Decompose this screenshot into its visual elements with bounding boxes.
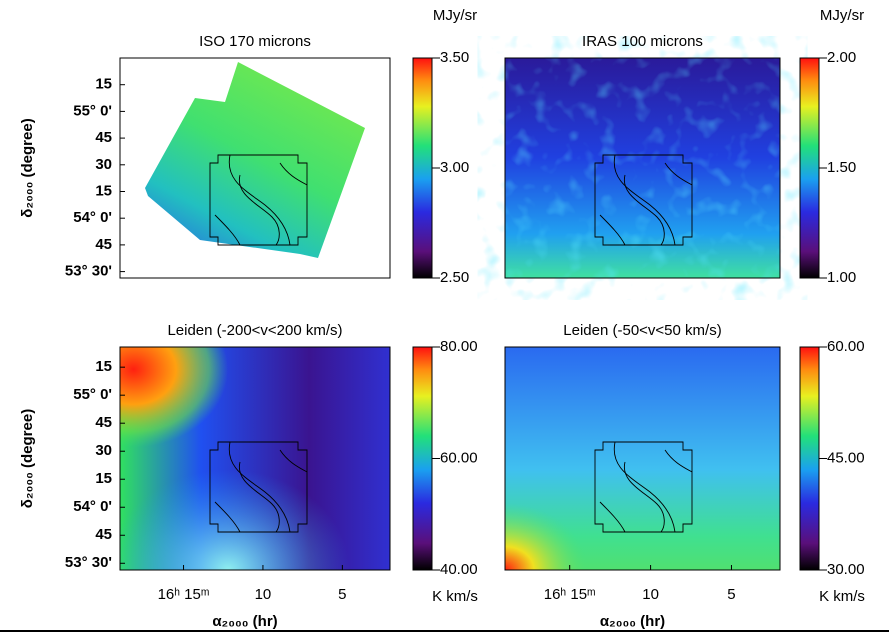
y-tick-label: 55° 0': [73, 386, 112, 403]
colorbar: [799, 346, 820, 571]
x-tick-label: 10: [642, 586, 659, 603]
colorbar-tick-label: 1.00: [827, 269, 856, 286]
panel-images: [120, 58, 780, 570]
y-axis-label: δ₂₀₀₀ (degree): [19, 409, 36, 508]
colorbar-unit: K km/s: [432, 588, 478, 605]
colorbar-tick-label: 40.00: [440, 561, 478, 578]
y-tick-label: 15: [95, 182, 112, 199]
y-tick-label: 54° 0': [73, 209, 112, 226]
y-tick-label: 45: [95, 414, 112, 431]
y-tick-label: 15: [95, 470, 112, 487]
y-tick-label: 30: [95, 156, 112, 173]
colorbar: [412, 57, 433, 279]
x-axis-label: α₂₀₀₀ (hr): [600, 613, 665, 630]
colorbar-unit: MJy/sr: [433, 7, 477, 24]
colorbar-tick-label: 2.50: [440, 269, 469, 286]
colorbar-tick-label: 30.00: [827, 561, 865, 578]
y-tick-label: 30: [95, 442, 112, 459]
colorbar-tick-label: 80.00: [440, 338, 478, 355]
y-tick-label: 53° 30': [65, 263, 112, 280]
colorbar: [799, 57, 820, 279]
panel-title: ISO 170 microns: [199, 33, 311, 50]
y-axis-label: δ₂₀₀₀ (degree): [19, 118, 36, 217]
colorbar-tick-label: 45.00: [827, 449, 865, 466]
y-tick-label: 15: [95, 76, 112, 93]
panel-title: Leiden (-50<v<50 km/s): [563, 322, 721, 339]
x-tick-label: 5: [338, 586, 346, 603]
colorbar-tick-label: 60.00: [827, 338, 865, 355]
colorbar-tick-label: 3.50: [440, 49, 469, 66]
x-tick-label: 5: [727, 586, 735, 603]
x-tick-label: 16ʰ 15ᵐ: [158, 586, 210, 603]
y-tick-label: 55° 0': [73, 102, 112, 119]
x-tick-label: 10: [255, 586, 272, 603]
x-tick-label: 16ʰ 15ᵐ: [544, 586, 596, 603]
y-tick-label: 54° 0': [73, 498, 112, 515]
colorbar: [412, 346, 433, 571]
colorbar-tick-label: 1.50: [827, 159, 856, 176]
colorbar-tick-label: 2.00: [827, 49, 856, 66]
plot-frame: [504, 57, 781, 279]
x-axis-label: α₂₀₀₀ (hr): [212, 613, 277, 630]
colorbar-unit: MJy/sr: [820, 7, 864, 24]
y-tick-label: 45: [95, 129, 112, 146]
colorbar-unit: K km/s: [819, 588, 865, 605]
y-tick-label: 15: [95, 358, 112, 375]
plot-frame: [504, 346, 781, 571]
panel-title: IRAS 100 microns: [582, 33, 703, 50]
y-tick-label: 53° 30': [65, 554, 112, 571]
y-tick-label: 45: [95, 526, 112, 543]
panel-title: Leiden (-200<v<200 km/s): [167, 322, 342, 339]
plot-frame: [119, 346, 391, 571]
y-tick-label: 45: [95, 236, 112, 253]
plot-frame: [119, 57, 391, 279]
colorbar-tick-label: 60.00: [440, 449, 478, 466]
colorbar-tick-label: 3.00: [440, 159, 469, 176]
